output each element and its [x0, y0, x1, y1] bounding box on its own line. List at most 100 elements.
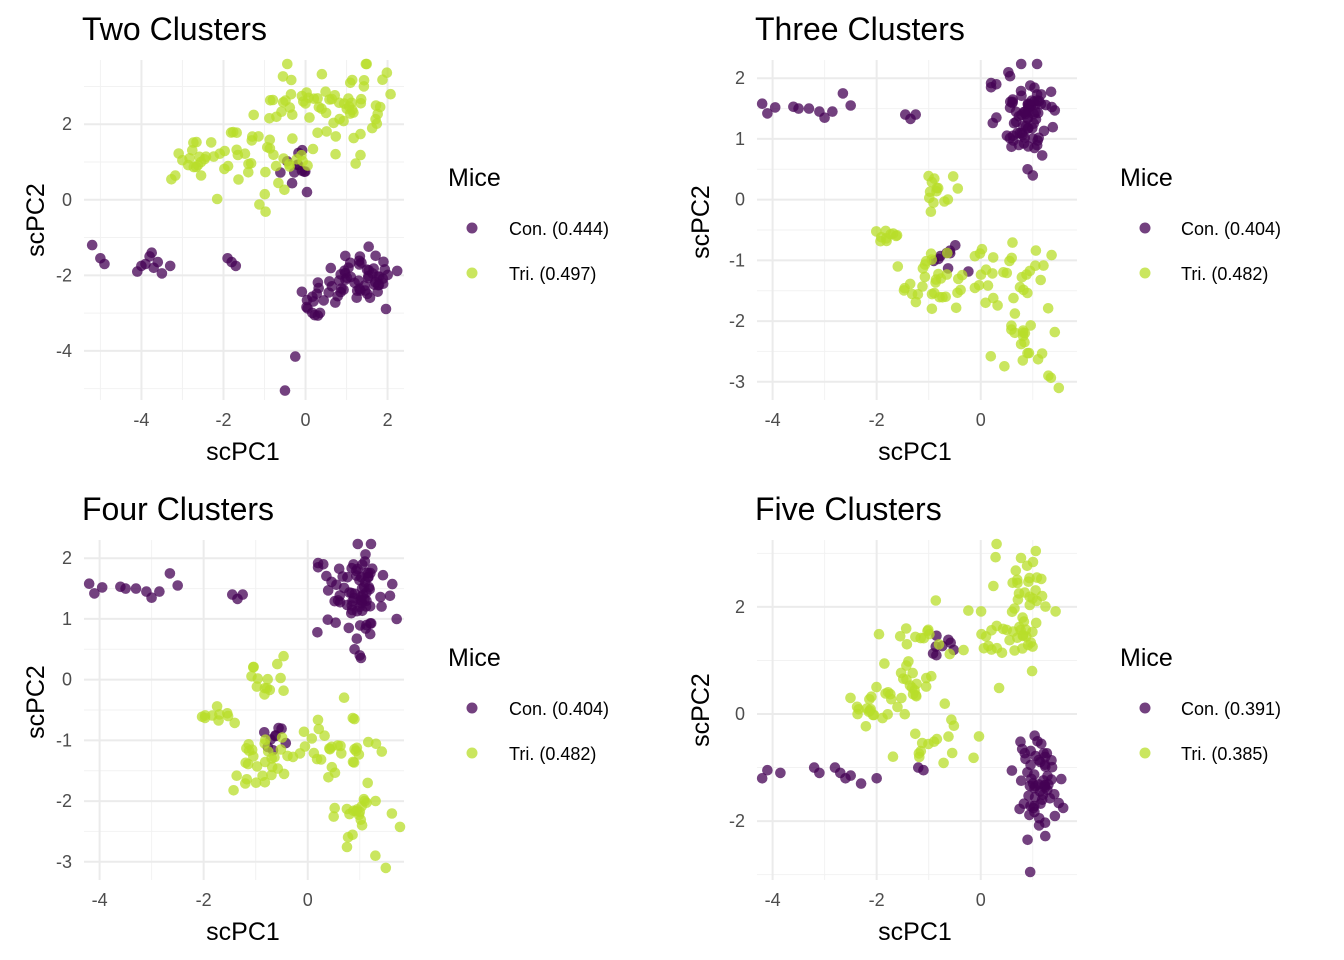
plot-area: -4 -2 0 -2 0 2 [729, 538, 1077, 910]
y-tick-label: 2 [62, 548, 72, 568]
point-tri [969, 250, 981, 262]
point-tri [294, 748, 306, 759]
x-tick-label: -2 [869, 410, 885, 430]
point-con [943, 634, 954, 646]
x-tick-label: -2 [196, 890, 212, 910]
panel-title: Two Clusters [82, 11, 267, 47]
y-tick-label: 2 [62, 114, 72, 134]
point-tri [262, 142, 273, 153]
y-tick-label: -4 [56, 341, 72, 361]
point-tri [985, 351, 997, 362]
point-tri [892, 701, 903, 713]
legend-label-con: Con. (0.444) [509, 219, 609, 239]
point-tri [975, 606, 987, 617]
point-con [346, 562, 358, 574]
point-con [1016, 743, 1028, 755]
point-con [83, 578, 95, 589]
point-con [313, 282, 325, 294]
point-con [1039, 751, 1051, 763]
point-con [230, 260, 242, 272]
point-tri [254, 199, 265, 210]
point-con [345, 257, 356, 269]
legend-label-con: Con. (0.404) [509, 699, 609, 719]
point-tri [1008, 292, 1019, 304]
point-tri [980, 297, 991, 309]
point-tri [330, 148, 341, 160]
point-con [1033, 95, 1045, 107]
point-tri [287, 133, 298, 144]
point-tri [195, 170, 207, 181]
point-con [837, 88, 849, 99]
point-tri [906, 288, 918, 300]
point-con [302, 303, 313, 314]
y-tick-label: -3 [56, 852, 72, 872]
point-con [360, 576, 371, 588]
point-tri [312, 714, 324, 726]
x-tick-label: -2 [869, 890, 885, 910]
point-con [323, 287, 335, 298]
point-tri [275, 672, 286, 684]
point-tri [366, 122, 378, 134]
point-tri [938, 757, 949, 769]
point-con [1032, 736, 1043, 747]
point-tri [350, 158, 362, 169]
point-tri [1009, 603, 1020, 614]
point-tri [926, 670, 937, 682]
point-tri [1020, 624, 1032, 635]
point-tri [355, 93, 367, 105]
point-tri [899, 282, 910, 294]
point-tri [219, 163, 230, 175]
point-tri [286, 74, 297, 86]
point-tri [260, 166, 271, 178]
point-tri [963, 605, 974, 616]
point-tri [370, 795, 381, 807]
point-tri [347, 712, 359, 724]
point-con [1040, 761, 1051, 772]
y-tick-label: -1 [729, 250, 745, 270]
point-tri [901, 639, 913, 650]
point-tri [312, 127, 323, 139]
y-tick-label: -2 [56, 265, 72, 285]
point-con [290, 351, 301, 362]
point-con [377, 569, 389, 581]
point-tri [245, 158, 257, 169]
point-tri [188, 137, 199, 148]
panel-title: Four Clusters [82, 491, 274, 527]
point-tri [1018, 284, 1029, 296]
point-con [286, 177, 298, 189]
point-con [146, 247, 157, 258]
point-tri [356, 820, 368, 831]
point-con [276, 723, 287, 734]
point-con [370, 250, 381, 262]
point-tri [313, 101, 325, 113]
point-con [803, 103, 815, 114]
point-tri [312, 93, 323, 104]
point-con [332, 290, 344, 302]
point-con [347, 596, 358, 607]
point-tri [370, 100, 382, 111]
point-con [321, 570, 332, 582]
point-tri [1030, 617, 1042, 629]
point-con [1053, 797, 1065, 809]
tick-labels: -4 -2 0 -3 -2 -1 0 1 2 [56, 548, 313, 910]
point-con [1003, 67, 1014, 78]
point-tri [1006, 252, 1017, 264]
point-tri [1036, 590, 1048, 602]
point-tri [923, 738, 934, 750]
point-con [855, 778, 867, 789]
point-con [1027, 170, 1039, 181]
legend-title: Mice [448, 164, 501, 192]
point-tri [1006, 320, 1017, 332]
point-tri [251, 761, 263, 772]
point-tri [233, 174, 244, 185]
point-tri [243, 739, 254, 750]
legend-label-con: Con. (0.404) [1181, 219, 1281, 239]
point-tri [928, 197, 939, 208]
point-tri [1030, 245, 1042, 256]
point-tri [370, 850, 381, 861]
y-axis-title: scPC2 [687, 673, 715, 747]
point-con [296, 286, 308, 298]
point-tri [278, 650, 289, 662]
point-tri [362, 777, 374, 789]
point-tri [372, 108, 384, 120]
